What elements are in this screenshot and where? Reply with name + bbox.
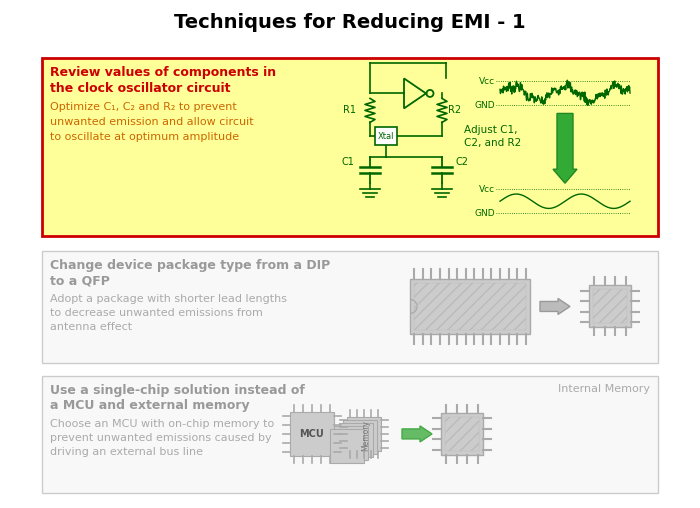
Bar — [343, 420, 377, 454]
Text: to a QFP: to a QFP — [50, 274, 110, 288]
Bar — [414, 283, 526, 331]
Text: Review values of components in: Review values of components in — [50, 67, 276, 79]
Text: Adopt a package with shorter lead lengths
to decrease unwanted emissions from
an: Adopt a package with shorter lead length… — [50, 295, 287, 332]
Bar — [42, 251, 658, 363]
FancyArrow shape — [540, 299, 570, 314]
Bar — [330, 429, 364, 463]
Bar — [445, 417, 479, 451]
Text: C2: C2 — [456, 157, 469, 168]
Text: Vcc: Vcc — [479, 77, 495, 86]
Bar — [335, 426, 368, 460]
Text: GND: GND — [475, 101, 495, 110]
Text: Adjust C1,
C2, and R2: Adjust C1, C2, and R2 — [464, 125, 522, 148]
Bar — [339, 423, 372, 457]
Text: Optimize C₁, C₂ and R₂ to prevent
unwanted emission and allow circuit
to oscilla: Optimize C₁, C₂ and R₂ to prevent unwant… — [50, 103, 253, 142]
Bar — [290, 412, 334, 456]
Bar — [593, 290, 627, 324]
Text: MCU: MCU — [300, 429, 324, 439]
Text: a MCU and external memory: a MCU and external memory — [50, 399, 250, 412]
Bar — [42, 376, 658, 493]
Text: Xtal: Xtal — [378, 132, 394, 141]
FancyArrow shape — [402, 426, 432, 442]
Bar — [589, 285, 631, 328]
Text: the clock oscillator circuit: the clock oscillator circuit — [50, 82, 230, 96]
Text: Memory: Memory — [361, 421, 370, 452]
Text: Vcc: Vcc — [479, 185, 495, 194]
FancyArrow shape — [553, 113, 577, 183]
Text: Change device package type from a DIP: Change device package type from a DIP — [50, 260, 330, 272]
Bar — [347, 417, 381, 451]
Bar — [410, 279, 530, 334]
Text: Use a single-chip solution instead of: Use a single-chip solution instead of — [50, 384, 305, 397]
Text: Internal Memory: Internal Memory — [558, 384, 650, 394]
Text: R2: R2 — [448, 106, 461, 115]
Text: GND: GND — [475, 209, 495, 218]
Text: C1: C1 — [341, 157, 354, 168]
Text: R1: R1 — [343, 106, 356, 115]
Text: Choose an MCU with on-chip memory to
prevent unwanted emissions caused by
drivin: Choose an MCU with on-chip memory to pre… — [50, 419, 274, 457]
Bar — [375, 128, 397, 145]
Text: Techniques for Reducing EMI - 1: Techniques for Reducing EMI - 1 — [174, 13, 526, 31]
Bar — [42, 58, 658, 236]
Bar — [441, 413, 483, 455]
